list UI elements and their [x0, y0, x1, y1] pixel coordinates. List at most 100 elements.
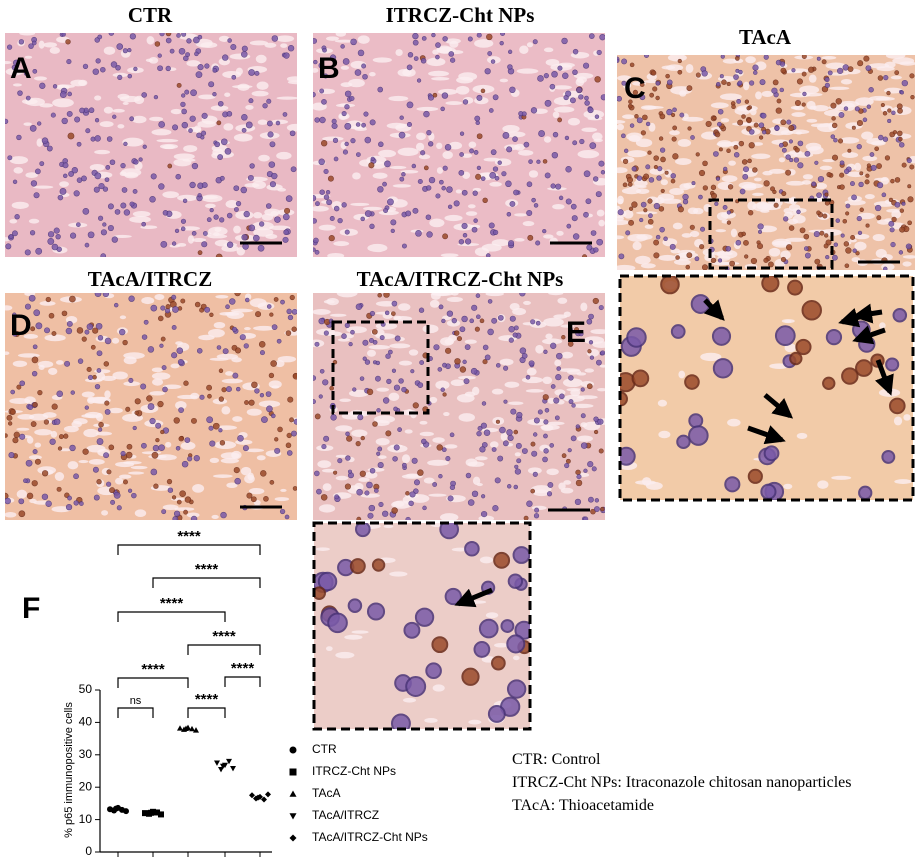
nucleus [116, 505, 122, 511]
sinusoid [280, 488, 287, 492]
nucleus [8, 421, 13, 426]
nucleus [639, 82, 645, 87]
sinusoid [231, 450, 242, 460]
nucleus [439, 523, 460, 540]
nucleus [426, 130, 432, 136]
sinusoid [152, 378, 164, 386]
nucleus [333, 156, 339, 162]
sinusoid [627, 150, 648, 158]
sinusoid [426, 57, 446, 67]
nucleus [690, 135, 695, 140]
nucleus [387, 198, 394, 206]
nucleus [319, 116, 326, 124]
sinusoid [644, 224, 654, 229]
nucleus [877, 182, 884, 189]
sinusoid [499, 358, 514, 366]
nucleus [161, 509, 167, 515]
nucleus [462, 232, 468, 238]
sinusoid [315, 547, 330, 551]
nucleus [542, 228, 547, 234]
nucleus [214, 141, 221, 148]
nucleus [497, 160, 502, 165]
nucleus [523, 515, 529, 520]
nucleus [128, 295, 135, 302]
sinusoid [400, 170, 419, 174]
nucleus [726, 220, 732, 225]
nucleus [584, 95, 589, 101]
nucleus [28, 43, 34, 49]
nucleus [446, 186, 453, 193]
nucleus [332, 137, 339, 144]
nucleus [344, 141, 349, 147]
sinusoid [504, 381, 520, 388]
nucleus [451, 317, 457, 324]
sinusoid [326, 646, 333, 652]
nucleus [514, 468, 522, 475]
nucleus [856, 215, 862, 222]
nucleus [26, 492, 34, 500]
nucleus [282, 236, 289, 243]
nucleus [420, 58, 427, 64]
nucleus [802, 91, 807, 97]
sinusoid [231, 308, 253, 313]
nucleus [544, 99, 552, 107]
panel-title: ITRCZ-Cht NPs [386, 3, 535, 27]
nucleus [864, 179, 870, 185]
nucleus [631, 369, 650, 388]
nucleus [84, 405, 89, 410]
nucleus [686, 85, 693, 92]
nucleus [51, 403, 58, 410]
sinusoid [661, 65, 676, 70]
nucleus [595, 191, 602, 198]
sinusoid [151, 367, 164, 373]
nucleus [847, 66, 854, 73]
nucleus [401, 386, 407, 393]
nucleus [660, 188, 665, 194]
nucleus [598, 305, 604, 311]
nucleus [655, 234, 661, 240]
nucleus [87, 231, 95, 239]
nucleus [794, 147, 800, 153]
nucleus [695, 72, 701, 78]
nucleus [92, 466, 99, 473]
nucleus [273, 297, 279, 302]
sinusoid [318, 504, 336, 513]
nucleus [382, 397, 390, 404]
nucleus [259, 350, 265, 356]
nucleus [95, 58, 101, 64]
nucleus [267, 120, 273, 127]
sinusoid [743, 183, 764, 189]
nucleus [320, 140, 328, 147]
nucleus [892, 307, 908, 323]
nucleus [377, 293, 382, 298]
sinusoid [517, 150, 534, 156]
point [230, 766, 236, 772]
nucleus [514, 620, 530, 640]
nucleus [801, 102, 806, 107]
nucleus [640, 130, 646, 136]
sinusoid [902, 261, 912, 267]
nucleus [239, 334, 246, 341]
sinusoid [326, 297, 339, 306]
inset-box [708, 198, 834, 270]
nucleus [61, 33, 66, 37]
nucleus [241, 114, 248, 121]
nucleus [600, 506, 605, 512]
nucleus [725, 245, 732, 252]
nucleus [146, 395, 153, 402]
nucleus [551, 70, 558, 78]
nucleus [859, 171, 864, 176]
sinusoid [23, 334, 39, 339]
nucleus [73, 473, 79, 480]
nucleus [347, 469, 353, 474]
nucleus [243, 343, 249, 349]
nucleus [364, 136, 372, 144]
nucleus [441, 185, 446, 191]
nucleus [413, 479, 420, 486]
nucleus [876, 163, 882, 169]
nucleus [172, 124, 179, 131]
sinusoid [599, 364, 605, 368]
nucleus [737, 119, 744, 126]
nucleus [698, 194, 703, 200]
nucleus [543, 349, 548, 354]
